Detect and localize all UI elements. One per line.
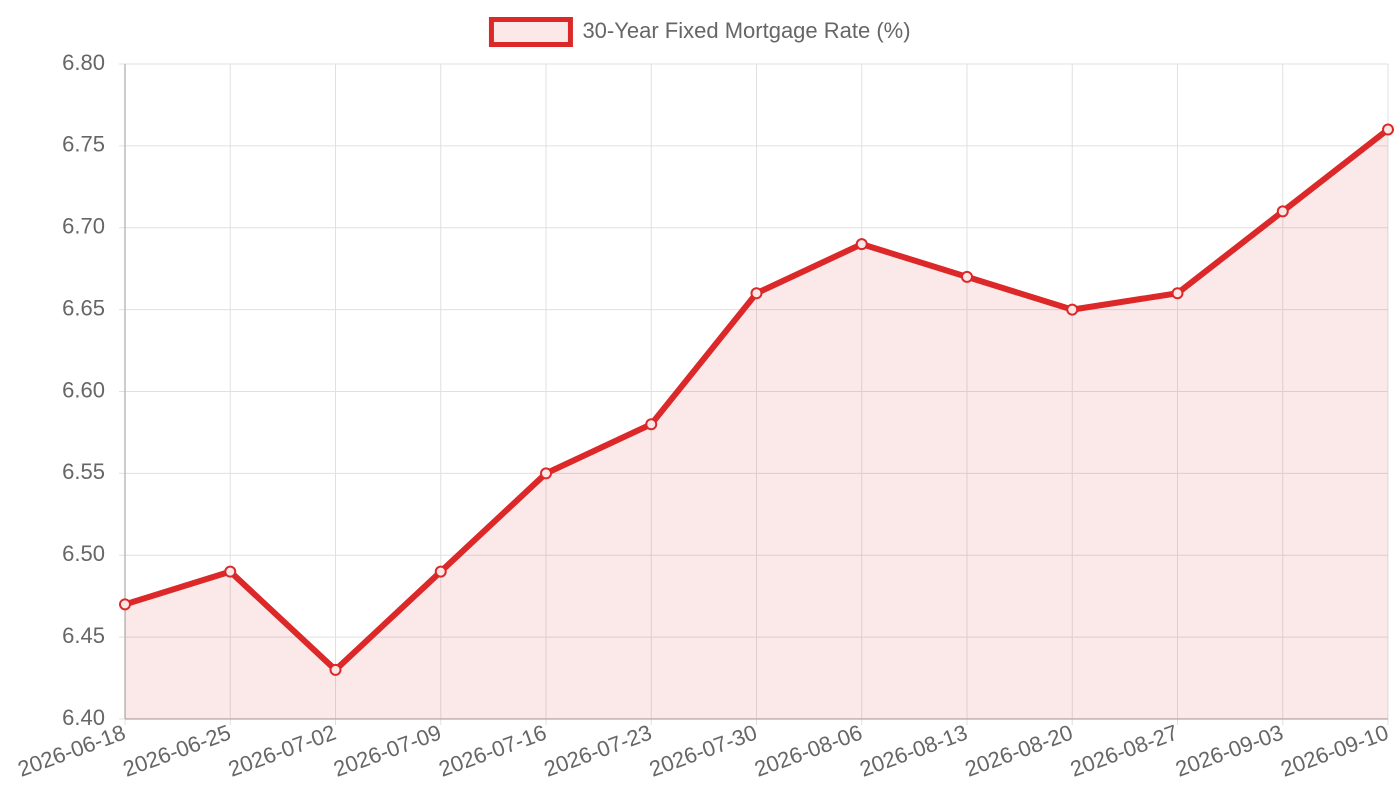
y-tick-label: 6.80	[62, 50, 105, 75]
point	[540, 467, 552, 480]
y-tick-label: 6.70	[62, 214, 105, 239]
point	[1276, 205, 1289, 218]
y-tick-label: 6.55	[62, 459, 105, 484]
point	[1171, 287, 1184, 300]
point	[645, 418, 658, 431]
point	[855, 238, 868, 251]
x-tick-label: 2026-09-10	[1277, 720, 1391, 782]
y-tick-label: 6.40	[62, 705, 105, 730]
point	[119, 598, 131, 611]
x-tick-label: 2026-08-20	[962, 720, 1076, 782]
x-tick-label: 2026-07-02	[225, 720, 339, 782]
legend: 30-Year Fixed Mortgage Rate (%)	[488, 17, 911, 47]
point	[1382, 123, 1394, 136]
point	[329, 663, 342, 676]
point	[750, 287, 763, 300]
legend-swatch	[488, 17, 573, 47]
x-tick-label: 2026-07-30	[646, 720, 760, 782]
x-tick-label: 2026-08-06	[751, 720, 865, 782]
legend-label: 30-Year Fixed Mortgage Rate (%)	[582, 18, 910, 43]
x-tick-label: 2026-09-03	[1172, 720, 1286, 782]
x-tick-label: 2026-06-25	[120, 720, 234, 782]
x-tick-label: 2026-07-16	[435, 720, 549, 782]
y-tick-label: 6.75	[62, 132, 105, 157]
y-tick-label: 6.45	[62, 623, 105, 648]
point	[224, 565, 237, 578]
point	[961, 270, 973, 283]
x-tick-label: 2026-08-27	[1067, 720, 1181, 782]
y-tick-label: 6.50	[62, 541, 105, 566]
x-tick-label: 2026-07-23	[541, 720, 655, 782]
x-tick-label: 2026-08-13	[856, 720, 970, 782]
y-tick-label: 6.60	[62, 377, 105, 402]
y-tick-label: 6.65	[62, 295, 105, 320]
point	[434, 565, 447, 578]
x-tick-label: 2026-07-09	[330, 720, 444, 782]
point	[1066, 303, 1079, 316]
